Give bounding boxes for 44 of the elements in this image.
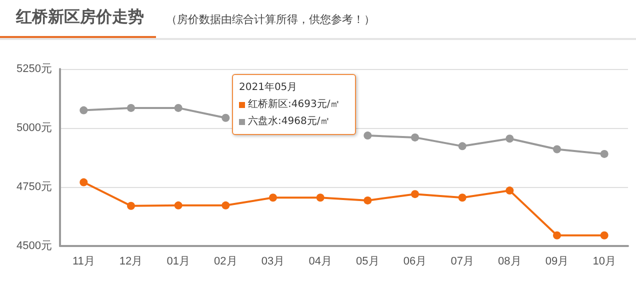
- x-tick-label: 05月: [356, 256, 380, 268]
- x-tick-label: 03月: [261, 256, 285, 268]
- point: [174, 201, 182, 210]
- point: [174, 104, 182, 112]
- point: [506, 186, 514, 195]
- point: [269, 194, 277, 202]
- point: [600, 150, 608, 158]
- annotation: 六盘水:4968元/㎡: [247, 114, 332, 129]
- chart-title: 红桥新区房价走势: [16, 7, 144, 28]
- y-tick-label: 4750元: [16, 181, 52, 193]
- x-tick-label: 02月: [214, 256, 238, 268]
- point: [458, 142, 466, 150]
- chart-subtitle: （房价数据由综合计算所得，供您参考！）: [166, 12, 375, 27]
- point: [553, 145, 561, 154]
- annotation: 红桥新区:4693元/㎡: [247, 98, 342, 112]
- popup-box: 2021年05月 红桥新区:4693元/㎡ 六盘水:4968元/㎡: [232, 74, 356, 135]
- y-tick-label: 4500元: [16, 240, 52, 252]
- annotation: 2021年05月: [239, 81, 298, 95]
- x-tick-label: 10月: [592, 256, 616, 268]
- point: [222, 201, 230, 210]
- point: [80, 106, 88, 114]
- x-tick-label: 08月: [498, 256, 522, 268]
- point: [364, 196, 372, 204]
- point: [364, 132, 372, 140]
- point: [127, 202, 135, 210]
- point: [411, 133, 419, 142]
- y-tick-label: 5000元: [16, 122, 52, 134]
- point: [411, 190, 419, 198]
- x-tick-label: 07月: [450, 256, 474, 268]
- x-tick-label: 06月: [403, 256, 427, 268]
- point: [458, 194, 466, 202]
- point: [600, 231, 608, 240]
- point: [222, 114, 230, 122]
- point: [80, 178, 88, 186]
- point: [316, 194, 324, 202]
- point: [553, 231, 561, 240]
- point: [127, 104, 135, 112]
- y-tick-label: 5250元: [16, 63, 52, 75]
- x-tick-label: 01月: [166, 256, 190, 268]
- x-tick-label: 09月: [545, 256, 569, 268]
- x-tick-label: 11月: [72, 256, 95, 268]
- point: [506, 134, 514, 143]
- x-tick-label: 12月: [119, 256, 143, 268]
- x-tick-label: 04月: [308, 256, 332, 268]
